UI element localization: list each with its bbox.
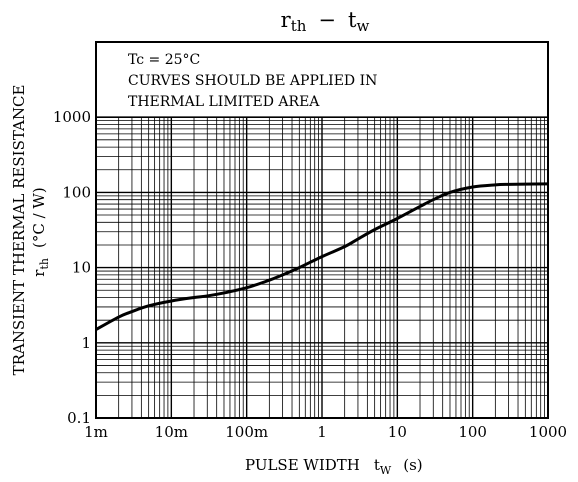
chart-title: rth − tw bbox=[281, 8, 370, 35]
x-tick-label: 1000 bbox=[529, 423, 567, 441]
x-axis-text: PULSE WIDTH bbox=[245, 456, 360, 474]
tick-labels: 1m 10m 100m 1 10 100 1000 0.1 1 10 100 1000 bbox=[53, 108, 567, 441]
y-axis-unit: (°C / W) bbox=[30, 187, 48, 248]
x-axis-label: PULSE WIDTH tW (s) bbox=[245, 456, 423, 477]
title-dash: − bbox=[318, 8, 336, 32]
y-tick-label: 10 bbox=[72, 259, 91, 277]
x-axis-symbol: t bbox=[374, 456, 380, 474]
rth-curve bbox=[95, 182, 549, 331]
x-tick-label: 1 bbox=[317, 423, 327, 441]
annotation-line-1: Tc = 25°C bbox=[128, 52, 200, 68]
y-axis-label: TRANSIENT THERMAL RESISTANCE rth (°C / W) bbox=[10, 85, 51, 376]
title-r: r bbox=[281, 8, 292, 32]
x-axis-unit: (s) bbox=[403, 456, 422, 474]
plot-frame bbox=[95, 41, 549, 419]
x-tick-label: 10 bbox=[388, 423, 407, 441]
x-tick-label: 100 bbox=[458, 423, 487, 441]
y-axis-line-2: rth (°C / W) bbox=[30, 187, 51, 276]
annotation-line-3: THERMAL LIMITED AREA bbox=[128, 94, 320, 110]
y-tick-label: 100 bbox=[62, 183, 91, 201]
y-axis-line-1: TRANSIENT THERMAL RESISTANCE bbox=[10, 85, 28, 376]
x-tick-label: 10m bbox=[155, 423, 188, 441]
x-tick-label: 1m bbox=[84, 423, 108, 441]
title-w: w bbox=[356, 17, 369, 35]
annotation-block: Tc = 25°C CURVES SHOULD BE APPLIED IN TH… bbox=[128, 52, 377, 110]
y-tick-label: 1000 bbox=[53, 108, 91, 126]
grid-lines bbox=[95, 116, 548, 419]
x-tick-label: 100m bbox=[225, 423, 268, 441]
y-axis-symbol-sub: th bbox=[38, 258, 51, 270]
title-th: th bbox=[291, 17, 307, 35]
x-axis-symbol-sub: W bbox=[380, 464, 392, 477]
title-t: t bbox=[348, 8, 357, 32]
y-axis-symbol: r bbox=[30, 269, 48, 277]
y-tick-label: 1 bbox=[81, 334, 91, 352]
y-tick-label: 0.1 bbox=[67, 409, 91, 427]
annotation-line-2: CURVES SHOULD BE APPLIED IN bbox=[128, 73, 377, 89]
